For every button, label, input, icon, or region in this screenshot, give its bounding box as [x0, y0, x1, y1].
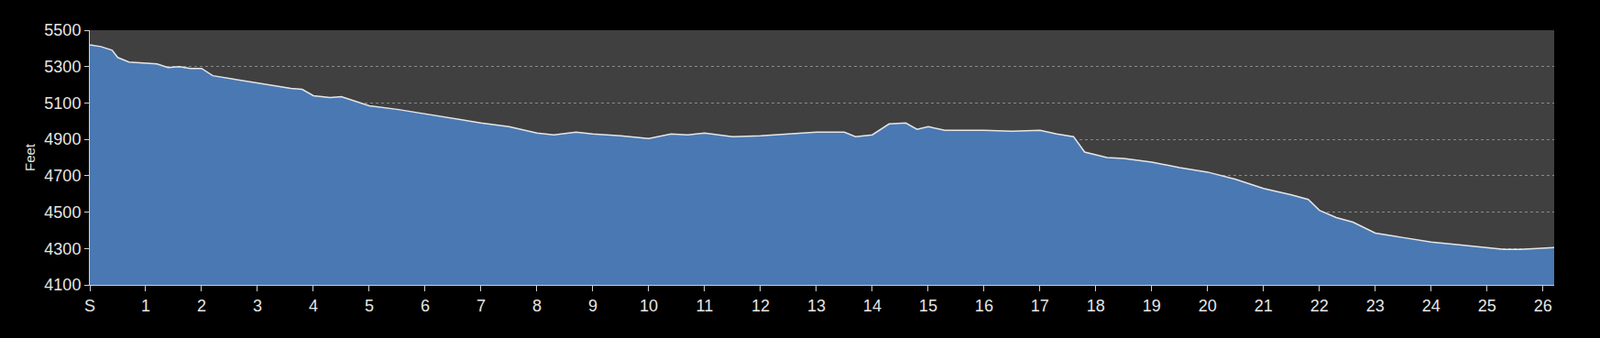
svg-text:14: 14 — [863, 296, 882, 316]
svg-text:16: 16 — [975, 296, 994, 316]
svg-text:Feet: Feet — [21, 142, 38, 172]
svg-text:22: 22 — [1310, 296, 1329, 316]
svg-text:13: 13 — [807, 296, 826, 316]
svg-text:5300: 5300 — [43, 57, 81, 77]
svg-text:6: 6 — [420, 296, 430, 316]
svg-text:21: 21 — [1254, 296, 1273, 316]
svg-text:9: 9 — [588, 296, 598, 316]
svg-text:25: 25 — [1478, 296, 1497, 316]
svg-text:5500: 5500 — [43, 21, 81, 40]
svg-text:26: 26 — [1534, 296, 1553, 316]
svg-text:20: 20 — [1198, 296, 1217, 316]
svg-text:4100: 4100 — [43, 275, 81, 295]
svg-text:11: 11 — [696, 296, 714, 316]
svg-text:7: 7 — [476, 296, 486, 316]
svg-text:12: 12 — [751, 296, 770, 316]
svg-text:17: 17 — [1030, 296, 1050, 316]
svg-text:23: 23 — [1366, 296, 1385, 316]
svg-text:24: 24 — [1422, 296, 1441, 316]
svg-text:15: 15 — [919, 296, 938, 316]
svg-text:18: 18 — [1086, 296, 1106, 316]
svg-text:1: 1 — [141, 296, 151, 316]
svg-text:10: 10 — [639, 296, 658, 316]
svg-text:4700: 4700 — [43, 166, 81, 186]
svg-text:S: S — [84, 296, 96, 316]
svg-text:4300: 4300 — [43, 240, 81, 259]
svg-text:3: 3 — [252, 296, 263, 316]
svg-text:4: 4 — [308, 296, 318, 316]
svg-text:4500: 4500 — [43, 203, 81, 222]
svg-text:4900: 4900 — [43, 130, 81, 149]
svg-text:19: 19 — [1142, 296, 1162, 316]
svg-text:5100: 5100 — [43, 94, 81, 113]
svg-text:5: 5 — [364, 296, 374, 316]
svg-text:8: 8 — [532, 296, 542, 316]
svg-text:2: 2 — [197, 296, 207, 316]
